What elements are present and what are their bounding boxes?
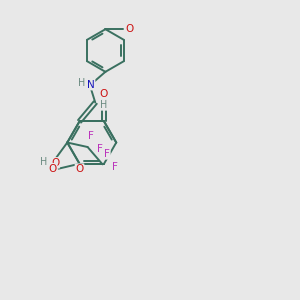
Text: O: O xyxy=(49,164,57,174)
Text: F: F xyxy=(97,144,103,154)
Text: F: F xyxy=(104,149,110,159)
Text: O: O xyxy=(51,158,59,168)
Text: O: O xyxy=(75,164,84,174)
Text: H: H xyxy=(40,157,48,166)
Text: N: N xyxy=(87,80,95,90)
Text: H: H xyxy=(100,100,107,110)
Text: O: O xyxy=(125,24,134,34)
Text: O: O xyxy=(100,89,108,99)
Text: F: F xyxy=(88,131,94,141)
Text: H: H xyxy=(78,78,85,88)
Text: F: F xyxy=(112,162,117,172)
